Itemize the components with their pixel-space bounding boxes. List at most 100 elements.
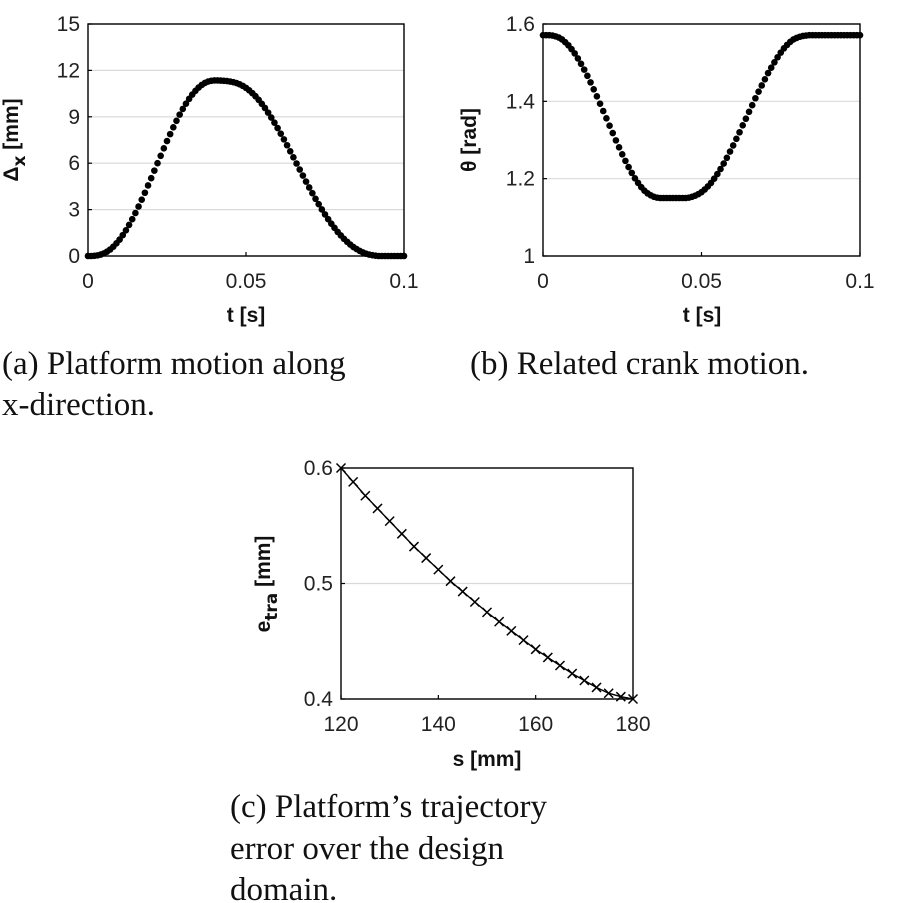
data-point-b-15 (587, 79, 594, 86)
data-point-c-6 (408, 541, 420, 552)
y-axis-label-main-a: Δ (0, 167, 23, 182)
y-axis-label-sub-c: tra (262, 593, 282, 621)
data-point-c-24 (627, 693, 639, 705)
y-axis-label-sub-a: x (10, 156, 30, 167)
data-point-c-14 (506, 625, 517, 636)
y-tick-label-a-4: 12 (57, 59, 80, 82)
x-tick-label-c-2: 160 (518, 713, 553, 736)
y-axis-label-c: etra [mm] (252, 536, 282, 633)
data-point-a-71 (309, 189, 316, 197)
y-tick-label-c-0: 0.4 (304, 688, 334, 711)
data-point-b-62 (736, 128, 743, 136)
y-tick-label-b-0: 1 (523, 245, 535, 268)
x-tick-label-c-1: 140 (421, 713, 456, 736)
y-axis-label-unit-c: [mm] (252, 536, 275, 593)
data-point-c-3 (372, 503, 383, 514)
data-point-a-68 (299, 172, 307, 179)
data-point-c-19 (567, 668, 578, 679)
data-point-c-7 (421, 553, 432, 564)
data-point-b-22 (609, 129, 617, 137)
y-tick-label-a-0: 0 (68, 245, 80, 268)
data-point-b-14 (584, 72, 591, 80)
data-point-b-57 (720, 160, 727, 167)
panel-b-chart: 1 1.2 1.4 1.6 0 0.05 0.1 t [s] θ [rad] (458, 13, 875, 327)
data-point-a-27 (170, 124, 177, 131)
data-point-c-22 (603, 688, 614, 699)
data-point-b-54 (710, 175, 718, 182)
data-point-b-24 (615, 144, 623, 151)
data-point-a-25 (163, 137, 171, 145)
x-tick-label-a-1: 0.05 (226, 270, 267, 293)
data-point-a-67 (296, 166, 304, 173)
data-point-b-74 (774, 53, 781, 61)
data-point-c-5 (396, 528, 407, 539)
data-point-c-13 (494, 616, 505, 627)
x-tick-label-b-0: 0 (537, 270, 549, 293)
data-point-b-23 (612, 137, 620, 144)
caption-c-line3: domain. (230, 872, 337, 903)
data-point-a-69 (302, 178, 310, 185)
data-point-a-57 (264, 109, 272, 116)
data-point-a-18 (141, 189, 149, 197)
data-point-b-19 (599, 107, 607, 115)
data-point-b-64 (742, 115, 750, 123)
data-point-a-13 (125, 221, 133, 229)
x-tick-label-b-2: 0.1 (845, 270, 874, 293)
y-tick-label-c-2: 0.6 (304, 457, 333, 480)
data-point-b-67 (752, 94, 759, 102)
data-point-b-71 (764, 69, 772, 77)
data-point-b-63 (739, 122, 747, 129)
data-point-c-1 (348, 476, 359, 487)
y-axis-label-a: Δx [mm] (0, 98, 30, 181)
data-point-a-75 (321, 211, 329, 218)
panel-c-chart: 0.4 0.5 0.6 120 140 160 180 s [mm] etra [mm] (252, 457, 651, 771)
x-tick-label-a-2: 0.1 (389, 270, 418, 293)
data-point-b-25 (618, 151, 626, 158)
data-point-b-65 (745, 108, 753, 116)
data-point-b-11 (574, 55, 582, 62)
data-point-a-11 (119, 231, 127, 239)
data-point-c-17 (542, 652, 553, 663)
data-point-a-73 (315, 200, 322, 208)
data-point-b-60 (729, 142, 737, 149)
plot-frame-b (542, 23, 861, 257)
data-point-a-70 (305, 184, 313, 191)
data-point-a-74 (318, 206, 326, 213)
data-point-c-16 (530, 644, 541, 655)
data-point-a-56 (261, 104, 269, 112)
data-point-b-56 (717, 165, 724, 173)
data-point-a-65 (290, 154, 297, 161)
y-tick-label-b-2: 1.4 (506, 90, 536, 113)
data-point-a-63 (283, 141, 291, 149)
y-tick-label-a-2: 6 (68, 152, 80, 175)
y-axis-label-unit-b: [rad] (458, 108, 481, 161)
data-point-b-27 (625, 163, 632, 171)
y-axis-label-unit-a: [mm] (0, 98, 23, 155)
data-point-c-11 (469, 596, 480, 608)
data-point-b-69 (758, 82, 766, 89)
data-point-c-2 (360, 490, 371, 501)
data-point-a-19 (144, 182, 152, 189)
y-axis-label-b: θ [rad] (458, 108, 481, 172)
data-point-c-4 (384, 516, 395, 527)
x-tick-label-b-1: 0.05 (681, 270, 722, 293)
data-point-c-15 (518, 635, 529, 646)
data-point-a-24 (160, 145, 168, 152)
data-point-a-15 (132, 209, 139, 217)
data-point-c-20 (579, 675, 590, 686)
data-point-b-72 (767, 64, 775, 71)
data-point-a-14 (128, 215, 136, 223)
caption-b-line1: (b) Related crank motion. (470, 346, 809, 382)
data-point-b-10 (571, 50, 578, 57)
data-point-b-68 (755, 88, 762, 95)
data-point-c-23 (615, 691, 626, 702)
data-point-a-26 (166, 130, 174, 138)
data-point-a-59 (271, 119, 278, 126)
x-tick-label-c-3: 180 (615, 713, 650, 736)
y-tick-label-c-1: 0.5 (304, 573, 333, 596)
data-point-a-28 (173, 117, 180, 125)
data-point-a-30 (179, 105, 187, 113)
data-point-b-59 (726, 148, 734, 155)
data-point-c-12 (481, 607, 493, 618)
